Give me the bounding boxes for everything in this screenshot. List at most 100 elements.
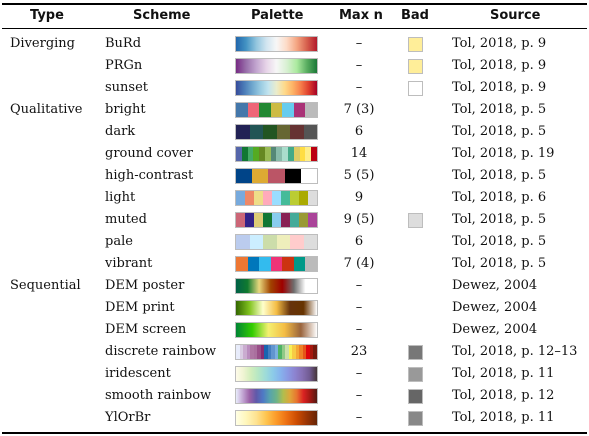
max-n-value: 14 [350, 146, 368, 161]
palette-color-chip [236, 125, 250, 139]
table-row: muted 9 (5) Tol, 2018, p. 5 [0, 209, 589, 231]
scheme-name: vibrant [105, 256, 153, 271]
table-row: iridescent – Tol, 2018, p. 11 [0, 363, 589, 385]
source-citation: Tol, 2018, p. 5 [452, 256, 547, 271]
palette-swatch [235, 388, 318, 404]
palette-color-chip [282, 103, 294, 117]
max-n-value: – [355, 278, 363, 293]
palette-color-chip [288, 147, 294, 161]
palette-color-chip [290, 213, 299, 227]
type-label: Sequential [10, 278, 81, 293]
source-citation: Tol, 2018, p. 11 [452, 366, 555, 381]
scheme-name: sunset [105, 80, 149, 95]
bottom-rule [2, 432, 587, 434]
palette-color-chip [305, 257, 318, 271]
palette-color-chip [276, 235, 290, 249]
palette-swatch [235, 410, 318, 426]
palette-color-chip [245, 191, 254, 205]
palette-color-chip [259, 103, 271, 117]
bad-color-swatch [408, 345, 423, 360]
palette-color-chip [270, 257, 283, 271]
palette-color-chip [285, 345, 289, 359]
header-scheme: Scheme [133, 8, 191, 23]
palette-color-chip [290, 235, 304, 249]
palette-color-chip [282, 147, 289, 161]
source-citation: Tol, 2018, p. 12–13 [452, 344, 578, 359]
scheme-name: PRGn [105, 58, 143, 73]
top-rule [2, 3, 587, 5]
type-label: Diverging [10, 36, 76, 51]
max-n-value: – [355, 410, 363, 425]
source-citation: Dewez, 2004 [452, 278, 538, 293]
bad-color-swatch [408, 367, 423, 382]
max-n-value: 7 (3) [343, 102, 375, 117]
bad-color-swatch [408, 389, 423, 404]
source-citation: Tol, 2018, p. 5 [452, 212, 547, 227]
palette-color-chip [308, 213, 317, 227]
palette-color-chip [299, 345, 303, 359]
palette-swatch [235, 234, 318, 250]
scheme-name: ground cover [105, 146, 193, 161]
source-citation: Tol, 2018, p. 9 [452, 36, 547, 51]
table-row: dark 6 Tol, 2018, p. 5 [0, 121, 589, 143]
source-citation: Tol, 2018, p. 5 [452, 124, 547, 139]
palette-swatch [235, 256, 318, 272]
palette-color-chip [249, 235, 263, 249]
bad-color-swatch [408, 411, 423, 426]
palette-color-chip [308, 191, 317, 205]
palette-color-chip [239, 345, 244, 359]
max-n-value: 23 [350, 344, 368, 359]
table-row: Diverging BuRd – Tol, 2018, p. 9 [0, 33, 589, 55]
palette-color-chip [270, 147, 277, 161]
max-n-value: 9 [354, 190, 364, 205]
palette-color-chip [311, 147, 317, 161]
palette-color-chip [264, 345, 268, 359]
palette-color-chip [268, 169, 285, 183]
type-label: Qualitative [10, 102, 83, 117]
palette-color-chip [236, 147, 242, 161]
palette-color-chip [253, 147, 260, 161]
max-n-value: – [355, 58, 363, 73]
scheme-name: DEM screen [105, 322, 187, 337]
source-citation: Dewez, 2004 [452, 300, 538, 315]
palette-color-chip [293, 257, 306, 271]
table-row: DEM screen – Dewez, 2004 [0, 319, 589, 341]
palette-color-chip [247, 257, 260, 271]
scheme-name: pale [105, 234, 133, 249]
max-n-value: 6 [354, 234, 364, 249]
scheme-name: high-contrast [105, 168, 194, 183]
palette-color-chip [282, 257, 294, 271]
max-n-value: – [355, 366, 363, 381]
header-rule [2, 28, 587, 29]
max-n-value: 5 (5) [343, 168, 375, 183]
scheme-name: BuRd [105, 36, 142, 51]
max-n-value: – [355, 80, 363, 95]
scheme-name: smooth rainbow [105, 388, 212, 403]
palette-swatch [235, 80, 318, 96]
palette-swatch [235, 58, 318, 74]
palette-swatch [235, 366, 318, 382]
bad-color-swatch [408, 81, 423, 96]
palette-color-chip [306, 345, 310, 359]
max-n-value: – [355, 36, 363, 51]
palette-color-chip [281, 191, 290, 205]
bad-color-swatch [408, 37, 423, 52]
header-max-n: Max n [339, 8, 383, 23]
palette-color-chip [309, 345, 314, 359]
palette-swatch [235, 102, 318, 118]
source-citation: Tol, 2018, p. 11 [452, 410, 555, 425]
palette-color-chip [250, 345, 254, 359]
scheme-name: iridescent [105, 366, 171, 381]
table-row: discrete rainbow 23 Tol, 2018, p. 12–13 [0, 341, 589, 363]
palette-color-chip [272, 191, 281, 205]
header-bad: Bad [401, 8, 429, 23]
palette-color-chip [276, 125, 290, 139]
palette-color-chip [249, 125, 263, 139]
palette-color-chip [254, 191, 263, 205]
max-n-value: 9 (5) [343, 212, 375, 227]
palette-color-chip [302, 345, 307, 359]
palette-color-chip [263, 213, 272, 227]
source-citation: Tol, 2018, p. 12 [452, 388, 555, 403]
palette-swatch [235, 190, 318, 206]
palette-color-chip [284, 169, 301, 183]
